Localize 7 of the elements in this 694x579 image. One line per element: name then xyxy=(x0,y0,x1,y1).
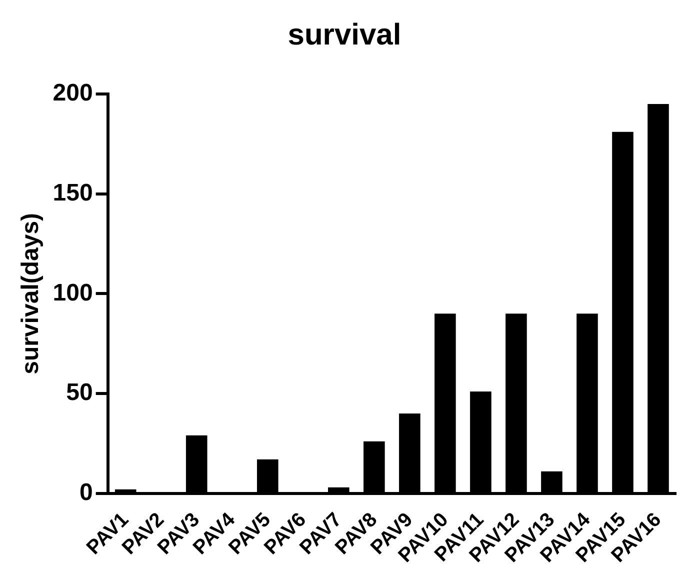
y-tick-label: 100 xyxy=(52,279,93,306)
y-tick-label: 150 xyxy=(52,179,93,206)
y-tick-label: 0 xyxy=(79,478,93,506)
chart-title: survival xyxy=(288,18,402,52)
y-axis-title: survival(days) xyxy=(17,212,44,374)
y-tick-label: 50 xyxy=(66,379,93,406)
y-tick-label: 200 xyxy=(52,80,93,107)
